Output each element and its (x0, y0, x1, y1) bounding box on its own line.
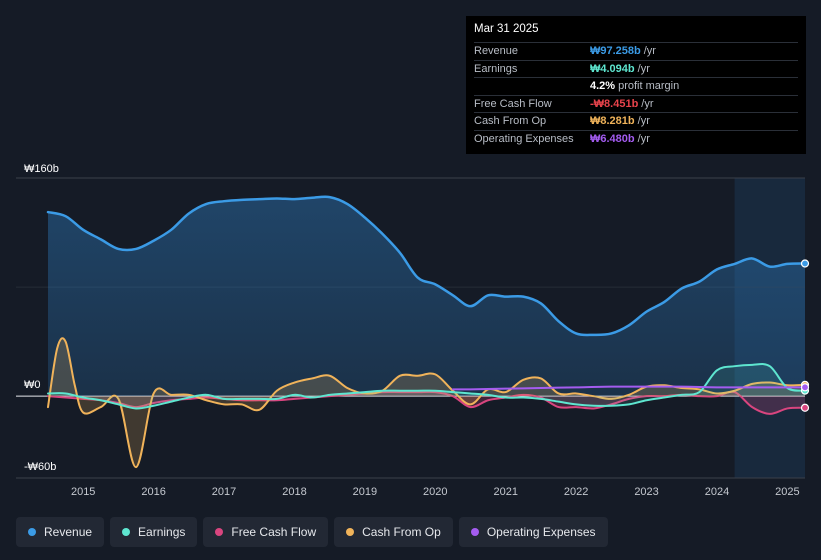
tooltip-value: ₩97.258b (590, 45, 641, 58)
tooltip: Mar 31 2025 Revenue ₩97.258b /yr Earning… (466, 16, 806, 154)
x-tick-label: 2022 (564, 486, 588, 498)
y-tick-label-zero: ₩0 (24, 379, 41, 391)
x-tick-label: 2018 (282, 486, 306, 498)
x-tick-label: 2017 (212, 486, 236, 498)
revenue-end-marker (800, 259, 810, 268)
tooltip-label: Earnings (474, 62, 518, 75)
revenue-line (46, 195, 807, 337)
tooltip-unit: profit margin (618, 80, 680, 93)
operating-expenses-line (451, 385, 806, 391)
tooltip-value: -₩8.451b (590, 97, 639, 110)
tooltip-value: ₩4.094b (590, 62, 635, 75)
legend-item-earnings[interactable]: Earnings (110, 517, 198, 547)
legend-label: Earnings (138, 525, 186, 539)
tooltip-row-free-cash-flow: Free Cash Flow -₩8.451b /yr (474, 94, 798, 113)
free-cash-flow-area (48, 391, 805, 414)
tooltip-row-cash-from-op: Cash From Op ₩8.281b /yr (474, 112, 798, 130)
y-tick-label-bottom: -₩60b (24, 461, 56, 473)
x-tick-label: 2020 (423, 486, 447, 498)
tooltip-row-revenue: Revenue ₩97.258b /yr (474, 42, 798, 60)
x-tick-label: 2023 (634, 486, 658, 498)
x-tick-label: 2024 (705, 486, 729, 498)
y-axis-labels: ₩160b ₩0 -₩60b (24, 163, 59, 473)
x-tick-label: 2015 (71, 486, 95, 498)
series-layer (46, 195, 810, 469)
earnings-area (48, 364, 805, 409)
legend-item-operating-expenses[interactable]: Operating Expenses (458, 517, 608, 547)
operating-expenses-end-marker (800, 383, 810, 392)
free-cash-flow-end-marker (800, 403, 810, 412)
earnings-line (47, 363, 806, 410)
legend: Revenue Earnings Free Cash Flow Cash Fro… (16, 517, 608, 547)
x-tick-label: 2019 (353, 486, 377, 498)
legend-label: Cash From Op (362, 525, 441, 539)
tooltip-unit: /yr (637, 115, 650, 128)
tooltip-date: Mar 31 2025 (474, 23, 539, 35)
tooltip-row-operating-expenses: Operating Expenses ₩6.480b /yr (474, 129, 798, 148)
tooltip-label: Cash From Op (474, 115, 547, 128)
legend-label: Operating Expenses (486, 525, 596, 539)
tooltip-unit: /yr (643, 45, 656, 58)
tooltip-unit: /yr (637, 62, 650, 75)
legend-dot-icon (28, 528, 36, 536)
legend-dot-icon (470, 528, 479, 536)
tooltip-row-profit-margin: 4.2% profit margin (474, 77, 798, 95)
tooltip-label: Operating Expenses (474, 132, 574, 145)
legend-dot-icon (215, 528, 224, 536)
legend-dot-icon (122, 528, 131, 536)
legend-item-free-cash-flow[interactable]: Free Cash Flow (203, 517, 329, 547)
x-tick-label: 2025 (775, 486, 799, 498)
tooltip-unit: /yr (641, 97, 654, 110)
x-tick-label: 2016 (141, 486, 165, 498)
tooltip-value: 4.2% (590, 80, 616, 93)
tooltip-value: ₩6.480b (590, 132, 635, 145)
tooltip-row-earnings: Earnings ₩4.094b /yr (474, 59, 798, 78)
legend-dot-icon (346, 528, 355, 536)
chart: ₩160b ₩0 -₩60b 2015 2016 2017 2018 2019 2020 2… (16, 163, 810, 498)
legend-item-revenue[interactable]: Revenue (16, 517, 105, 547)
tooltip-label: Revenue (474, 45, 519, 58)
y-tick-label-top: ₩160b (24, 163, 59, 175)
x-axis-labels: 2015 2016 2017 2018 2019 2020 2021 2022 2023 2024… (71, 486, 800, 498)
tooltip-value: ₩8.281b (590, 115, 635, 128)
tooltip-label: Free Cash Flow (474, 97, 552, 110)
x-tick-label: 2021 (493, 486, 517, 498)
tooltip-unit: /yr (637, 132, 650, 145)
legend-label: Revenue (44, 525, 93, 539)
legend-item-cash-from-op[interactable]: Cash From Op (334, 517, 453, 547)
legend-label: Free Cash Flow (231, 525, 317, 539)
revenue-area (48, 196, 805, 397)
